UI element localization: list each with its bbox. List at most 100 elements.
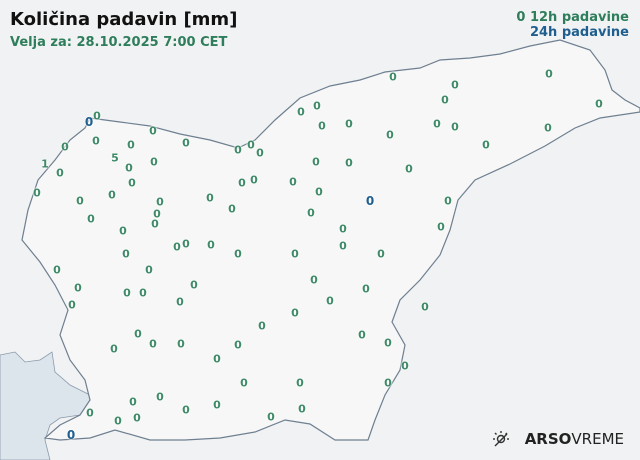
station-value-12h: 0 — [213, 398, 221, 412]
sun-weather-icon — [492, 431, 509, 447]
logo-text: ARSOVREME — [525, 430, 624, 448]
arso-vreme-logo: ARSOVREME — [491, 430, 624, 448]
station-value-12h: 0 — [240, 376, 248, 390]
station-value-12h: 0 — [345, 117, 353, 131]
station-value-12h: 0 — [451, 78, 459, 92]
station-value-12h: 0 — [92, 134, 100, 148]
station-value-12h: 0 — [247, 138, 255, 152]
slovenia-border — [21, 39, 640, 441]
station-value-12h: 0 — [315, 185, 323, 199]
station-value-12h: 0 — [318, 119, 326, 133]
station-value-12h: 0 — [56, 166, 64, 180]
station-value-12h: 0 — [119, 224, 127, 238]
station-value-12h: 0 — [433, 117, 441, 131]
station-value-24h: 0 — [365, 194, 375, 208]
station-value-12h: 0 — [176, 295, 184, 309]
logo-brand: ARSO — [524, 430, 572, 448]
station-value-12h: 0 — [182, 237, 190, 251]
station-value-12h: 0 — [258, 319, 266, 333]
station-value-12h: 0 — [151, 217, 159, 231]
station-value-12h: 0 — [134, 327, 142, 341]
station-value-12h: 0 — [291, 247, 299, 261]
station-value-12h: 0 — [182, 403, 190, 417]
station-value-12h: 0 — [384, 336, 392, 350]
station-value-12h: 0 — [206, 191, 214, 205]
station-value-12h: 0 — [326, 294, 334, 308]
station-value-12h: 0 — [386, 128, 394, 142]
station-value-12h: 1 — [41, 157, 49, 171]
station-value-12h: 0 — [339, 222, 347, 236]
legend-24h-label: 24h padavine — [529, 25, 629, 40]
station-value-12h: 0 — [228, 202, 236, 216]
station-value-12h: 0 — [153, 207, 161, 221]
station-value-12h: 0 — [345, 156, 353, 170]
station-value-12h: 0 — [234, 247, 242, 261]
station-value-12h: 0 — [76, 194, 84, 208]
station-value-12h: 0 — [123, 286, 131, 300]
station-value-12h: 0 — [238, 176, 246, 190]
station-value-12h: 0 — [110, 342, 118, 356]
station-value-12h: 0 — [267, 410, 275, 424]
station-value-12h: 0 — [87, 212, 95, 226]
station-value-12h: 0 — [482, 138, 490, 152]
station-value-12h: 0 — [250, 173, 258, 187]
station-value-12h: 0 — [177, 337, 185, 351]
station-value-12h: 0 — [68, 298, 76, 312]
station-value-12h: 0 — [139, 286, 147, 300]
station-value-12h: 0 — [296, 376, 304, 390]
station-value-12h: 0 — [149, 337, 157, 351]
station-value-12h: 0 — [150, 155, 158, 169]
station-value-12h: 0 — [377, 247, 385, 261]
legend: 0 12h padavine 24h padavine — [516, 10, 629, 40]
station-value-12h: 0 — [156, 390, 164, 404]
station-value-12h: 0 — [362, 282, 370, 296]
station-value-12h: 0 — [234, 338, 242, 352]
station-value-12h: 5 — [111, 151, 119, 165]
station-value-12h: 0 — [544, 121, 552, 135]
station-value-24h: 0 — [84, 115, 94, 129]
station-value-12h: 0 — [545, 67, 553, 81]
station-value-12h: 0 — [108, 188, 116, 202]
station-value-12h: 0 — [339, 239, 347, 253]
station-value-12h: 0 — [190, 278, 198, 292]
station-value-12h: 0 — [149, 124, 157, 138]
station-value-12h: 0 — [207, 238, 215, 252]
logo-product: VREME — [571, 430, 624, 448]
station-value-12h: 0 — [384, 376, 392, 390]
station-value-12h: 0 — [313, 99, 321, 113]
station-value-12h: 0 — [312, 155, 320, 169]
station-value-12h: 0 — [173, 240, 181, 254]
legend-marker: 0 — [516, 10, 526, 25]
station-value-12h: 0 — [451, 120, 459, 134]
station-value-12h: 0 — [297, 105, 305, 119]
station-value-12h: 0 — [128, 176, 136, 190]
station-value-12h: 0 — [93, 109, 101, 123]
station-value-12h: 0 — [213, 352, 221, 366]
station-value-12h: 0 — [127, 138, 135, 152]
station-value-12h: 0 — [122, 247, 130, 261]
station-value-12h: 0 — [437, 220, 445, 234]
station-value-12h: 0 — [307, 206, 315, 220]
station-value-12h: 0 — [61, 140, 69, 154]
station-value-12h: 0 — [86, 406, 94, 420]
station-value-12h: 0 — [444, 194, 452, 208]
station-value-12h: 0 — [74, 281, 82, 295]
station-value-12h: 0 — [298, 402, 306, 416]
station-value-24h: 0 — [66, 428, 76, 442]
station-value-12h: 0 — [156, 195, 164, 209]
station-value-12h: 0 — [405, 162, 413, 176]
station-value-12h: 0 — [256, 146, 264, 160]
station-value-12h: 0 — [182, 136, 190, 150]
station-value-12h: 0 — [125, 161, 133, 175]
station-value-12h: 0 — [389, 70, 397, 84]
station-value-12h: 0 — [114, 414, 122, 428]
map-title: Količina padavin [mm] — [10, 9, 238, 30]
station-value-12h: 0 — [145, 263, 153, 277]
station-value-12h: 0 — [421, 300, 429, 314]
station-value-12h: 0 — [53, 263, 61, 277]
legend-12h-label: 12h padavine — [529, 10, 629, 25]
station-value-12h: 0 — [441, 93, 449, 107]
station-value-12h: 0 — [33, 186, 41, 200]
